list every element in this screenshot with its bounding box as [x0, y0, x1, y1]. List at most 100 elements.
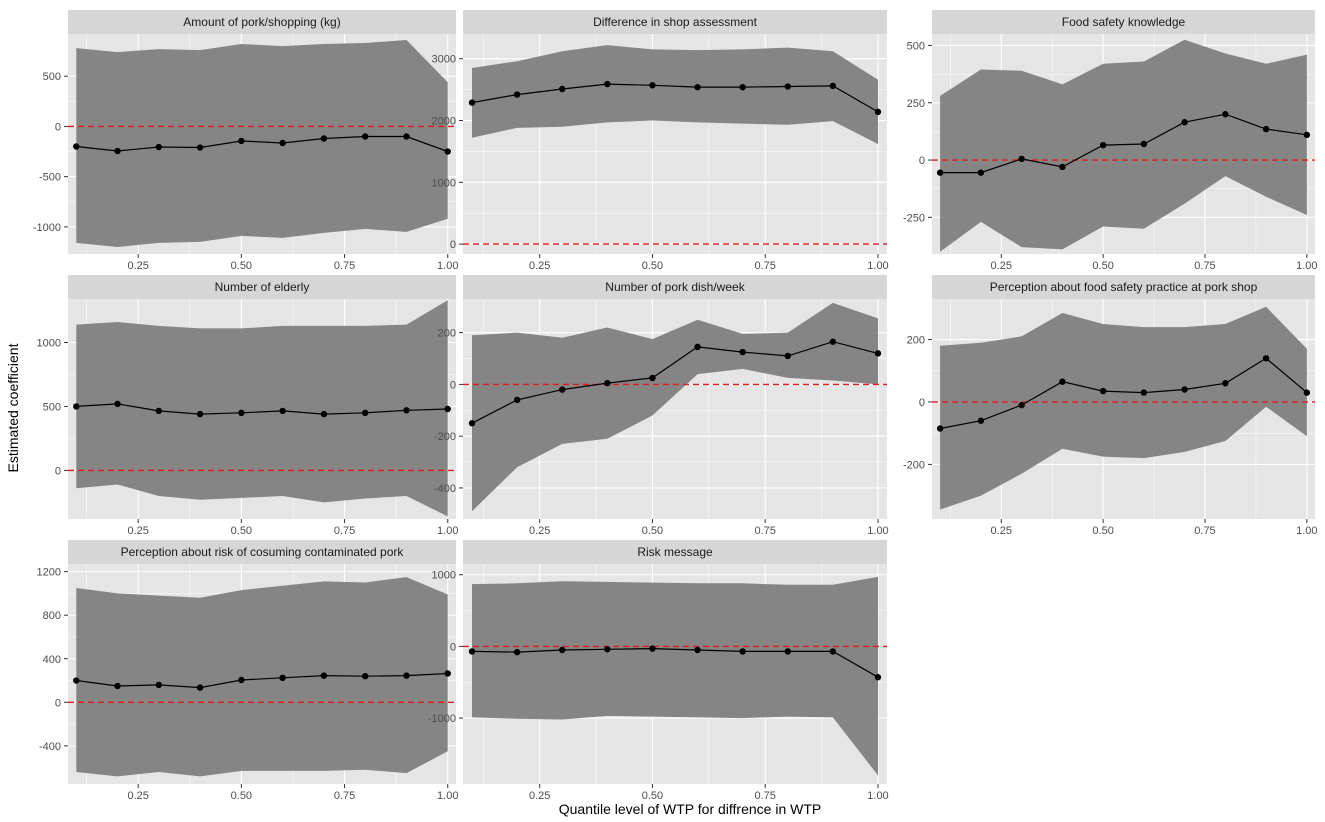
estimate-point	[739, 648, 746, 655]
x-tick-label: 0.50	[1092, 525, 1113, 537]
y-tick-label: 1000	[432, 570, 456, 582]
estimate-point	[468, 420, 476, 427]
estimate-point	[279, 139, 286, 147]
x-tick-label: 1.00	[867, 790, 888, 802]
y-tick-label: 0	[55, 697, 61, 709]
estimate-point	[238, 409, 245, 417]
confidence-band	[940, 39, 1307, 252]
facet-strip	[463, 275, 887, 299]
confidence-band	[472, 576, 878, 776]
estimate-point	[238, 137, 245, 145]
y-tick-label: 3000	[432, 54, 456, 66]
estimate-point	[403, 672, 410, 679]
estimate-point	[196, 684, 204, 691]
estimate-point	[468, 648, 476, 655]
y-tick-label: 2000	[432, 116, 456, 128]
y-tick-label: -1000	[33, 222, 61, 234]
x-tick-label: 1.00	[867, 260, 888, 272]
y-tick-label: 500	[907, 40, 925, 52]
estimate-point	[1303, 131, 1311, 139]
estimate-point	[1181, 386, 1188, 393]
estimate-point	[114, 682, 121, 690]
x-tick-label: 1.00	[1296, 525, 1317, 537]
x-tick-label: 0.75	[755, 525, 776, 537]
estimate-point	[468, 99, 476, 106]
estimate-point	[320, 135, 328, 142]
estimate-line	[471, 341, 879, 424]
x-tick-label: 0.75	[1194, 525, 1215, 537]
estimate-point	[320, 410, 328, 418]
estimate-point	[784, 352, 791, 360]
estimate-point	[403, 407, 410, 414]
estimate-point	[694, 83, 701, 91]
estimate-point	[559, 386, 566, 393]
confidence-band	[940, 306, 1307, 510]
x-tick-label: 0.25	[991, 260, 1012, 272]
facet-panel: Perception about food safety practice at…	[903, 275, 1318, 537]
x-tick-label: 0.75	[334, 525, 355, 537]
y-tick-label: 250	[907, 98, 925, 110]
estimate-point	[1262, 125, 1270, 133]
estimate-point	[155, 143, 163, 151]
x-tick-label: 0.75	[334, 260, 355, 272]
confidence-band	[76, 577, 448, 777]
estimate-point	[361, 409, 369, 417]
x-tick-label: 0.50	[642, 525, 663, 537]
estimate-point	[444, 148, 451, 155]
estimate-point	[403, 133, 410, 140]
estimate-line	[76, 403, 448, 415]
y-tick-label: -200	[903, 459, 925, 471]
confidence-band	[76, 40, 448, 247]
estimate-point	[73, 403, 80, 410]
estimate-point	[604, 379, 611, 387]
estimate-point	[1222, 380, 1229, 387]
estimate-point	[977, 169, 985, 176]
facet-title: Food safety knowledge	[1062, 15, 1186, 29]
estimate-point	[1303, 389, 1311, 396]
estimate-point	[361, 672, 369, 680]
facet-title: Risk message	[637, 545, 713, 559]
y-tick-label: 1000	[432, 177, 456, 189]
facet-panel: Risk message 1000 0 -1000 0.25 0.50 0.75 1.00	[428, 540, 889, 802]
estimate-point	[1059, 163, 1066, 171]
estimate-point	[694, 646, 701, 654]
x-tick-label: 0.25	[529, 260, 550, 272]
x-tick-label: 0.25	[991, 525, 1012, 537]
estimate-point	[829, 82, 837, 90]
estimate-point	[739, 348, 746, 356]
estimate-line	[76, 135, 448, 153]
facet-strip	[463, 10, 887, 34]
facet-panel: Number of elderly 1000 500 0 0.25 0.50 0.75 1.0…	[37, 275, 458, 537]
facet-title: Difference in shop assessment	[593, 15, 758, 29]
estimate-point	[196, 410, 204, 418]
facet-strip	[932, 10, 1315, 34]
facet-title: Amount of pork/shopping (kg)	[183, 15, 340, 29]
estimate-point	[936, 169, 944, 176]
estimate-point	[279, 674, 286, 682]
estimate-point	[829, 338, 837, 345]
estimate-point	[874, 108, 882, 116]
y-tick-label: 0	[450, 379, 456, 391]
x-tick-label: 1.00	[1296, 260, 1317, 272]
y-tick-label: -200	[434, 431, 456, 443]
estimate-point	[513, 396, 521, 404]
y-tick-label: 0	[450, 641, 456, 653]
estimate-point	[1018, 401, 1025, 409]
estimate-point	[513, 91, 521, 98]
estimate-point	[694, 343, 701, 351]
x-tick-label: 0.50	[231, 260, 252, 272]
estimate-point	[1262, 355, 1270, 362]
y-tick-label: -500	[39, 172, 61, 184]
confidence-band	[472, 45, 878, 144]
estimate-point	[238, 676, 245, 684]
x-tick-label: 0.50	[642, 790, 663, 802]
estimate-point	[559, 85, 566, 93]
estimate-point	[1140, 140, 1148, 148]
estimate-point	[739, 83, 746, 91]
estimate-line	[76, 672, 448, 689]
estimate-point	[155, 681, 163, 689]
estimate-point	[114, 147, 121, 155]
estimate-point	[114, 400, 121, 408]
facet-strip	[932, 275, 1315, 299]
y-tick-label: 400	[43, 654, 61, 666]
